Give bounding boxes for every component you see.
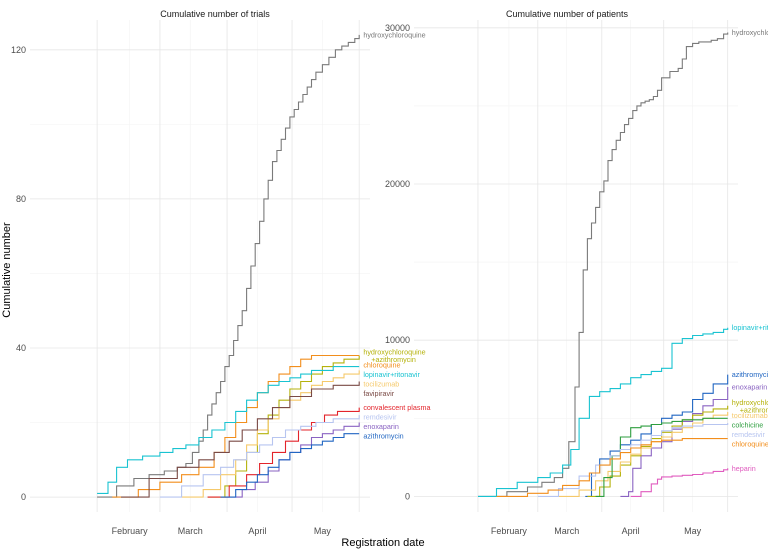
trials-label-lopinavir-ritonavir: lopinavir+ritonavir — [363, 370, 420, 379]
trials-x-tick-label: February — [112, 526, 149, 536]
patients-x-tick-label: March — [554, 526, 579, 536]
trials-x-tick-label: March — [178, 526, 203, 536]
trials-y-tick-label: 40 — [16, 343, 26, 353]
y-axis-title: Cumulative number — [1, 222, 13, 318]
patients-series-lopinavir-ritonavir — [478, 327, 729, 497]
trials-label-favipiravir: favipiravir — [363, 389, 394, 398]
trials-x-tick-label: April — [248, 526, 266, 536]
patients-label-azithromycin: azithromycin — [732, 370, 768, 379]
patients-label-enoxaparin: enoxaparin — [732, 383, 768, 392]
patients-x-tick-label: May — [684, 526, 702, 536]
patients-label-tocilizumab: tocilizumab — [732, 411, 768, 420]
trials-series-convalescent-plasma — [207, 407, 360, 498]
trials-y-tick-label: 80 — [16, 194, 26, 204]
trials-label-hydroxychloroquine: hydroxychloroquine — [363, 30, 425, 39]
trials-label-enoxaparin: enoxaparin — [363, 422, 399, 431]
trials-series-hydroxychloroquine — [97, 34, 360, 498]
trials-y-tick-label: 120 — [11, 45, 26, 55]
patients-panel-title: Cumulative number of patients — [506, 9, 629, 19]
trials-series-lopinavir-ritonavir — [97, 366, 360, 494]
patients-series-enoxaparin — [620, 387, 729, 497]
patients-y-tick-label: 30000 — [385, 23, 410, 33]
patients-label-hydroxychloroquine-azithromycin: hydroxychloroquine+azithromycin — [732, 398, 768, 415]
patients-panel: Cumulative number of patients 0 10000 2000… — [385, 9, 768, 536]
trials-panel: Cumulative number of trials 0 40 80 120 Febr… — [11, 9, 430, 536]
patients-series-hydroxychloroquine — [478, 32, 729, 497]
trials-series-favipiravir — [121, 381, 360, 498]
patients-label-lopinavir-ritonavir: lopinavir+ritonavir — [732, 323, 768, 332]
trials-y-tick-label: 0 — [21, 492, 26, 502]
patients-y-tick-label: 10000 — [385, 335, 410, 345]
trials-x-tick-label: May — [314, 526, 332, 536]
patients-label-chloroquine: chloroquine — [732, 439, 768, 448]
trials-series-azithromycin — [220, 433, 360, 498]
trials-label-azithromycin: azithromycin — [363, 432, 403, 441]
trials-label-chloroquine: chloroquine — [363, 360, 400, 369]
patients-label-heparin: heparin — [732, 464, 756, 473]
patients-y-tick-label: 0 — [405, 491, 410, 501]
patients-label-remdesivir: remdesivir — [732, 430, 766, 439]
trials-label-hydroxychloroquine-azithromycin: hydroxychloroquine +azithromycin — [363, 347, 425, 364]
patients-label-colchicine: colchicine — [732, 420, 764, 429]
patients-label-hydroxychloroquine: hydroxychloroquine — [732, 28, 768, 37]
patients-series-colchicine — [595, 417, 728, 497]
trials-series-hydroxychloroquine-azithromycin — [207, 355, 360, 498]
patients-x-tick-label: February — [491, 526, 528, 536]
patients-x-tick-label: April — [622, 526, 640, 536]
patients-y-tick-label: 20000 — [385, 179, 410, 189]
patients-series-tocilizumab — [558, 412, 729, 497]
x-axis-title: Registration date — [341, 537, 424, 549]
trials-label-tocilizumab: tocilizumab — [363, 379, 399, 388]
trials-series-chloroquine — [112, 354, 360, 498]
trials-panel-title: Cumulative number of trials — [160, 9, 270, 19]
patients-series-heparin — [630, 468, 729, 497]
trials-series-remdesivir — [159, 415, 360, 498]
patients-series-chloroquine — [496, 438, 728, 497]
trials-label-remdesivir: remdesivir — [363, 413, 397, 422]
trials-label-convalescent-plasma: convalescent plasma — [363, 403, 430, 412]
